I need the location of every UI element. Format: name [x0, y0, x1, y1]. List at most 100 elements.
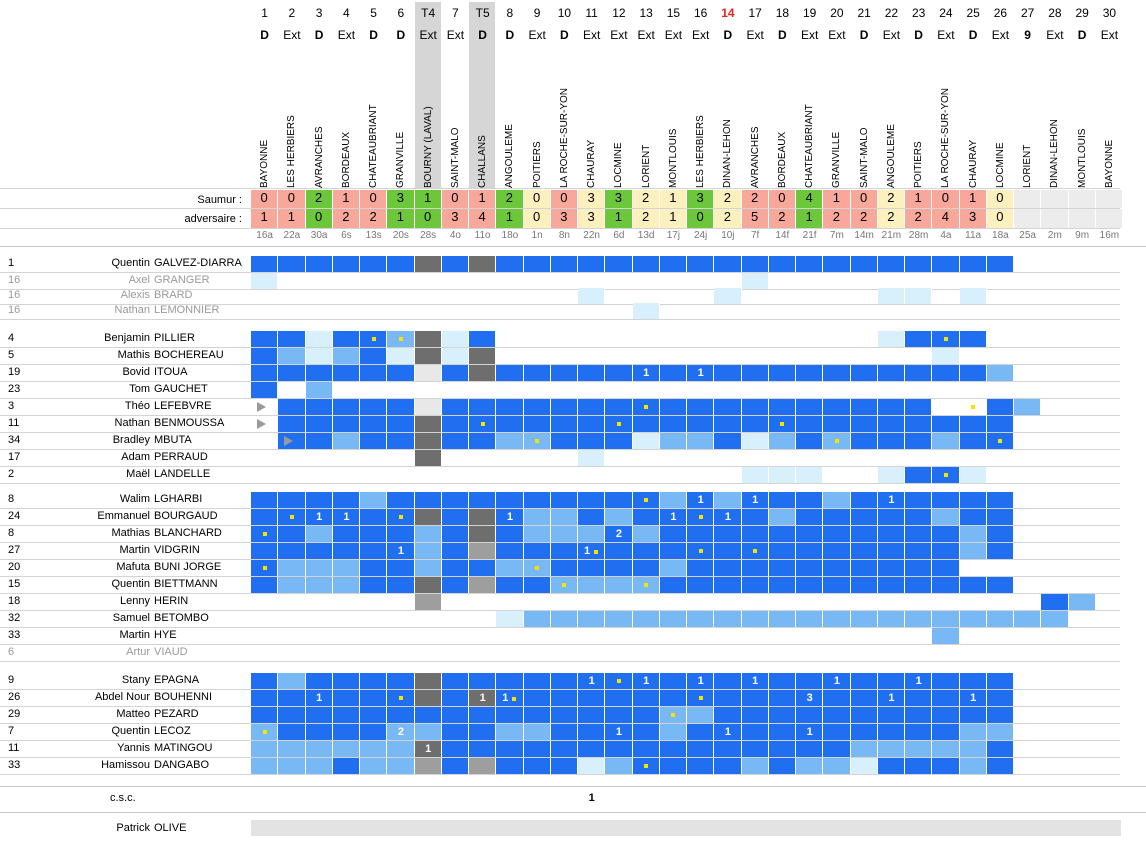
opponent-score: [1014, 209, 1041, 228]
appearance-cell: [796, 467, 824, 483]
appearance-cell: [332, 741, 360, 757]
appearance-cell: [332, 724, 360, 740]
appearance-cell: [796, 399, 824, 415]
appearance-cell: [550, 673, 578, 689]
appearance-cell: [959, 758, 987, 774]
row-divider: [0, 432, 1120, 433]
goal-count: 1: [397, 545, 404, 557]
appearance-cell: [959, 707, 987, 723]
appearance-cell: [905, 673, 933, 689]
appearance-cell: [877, 724, 905, 740]
appearance-cell: [768, 365, 796, 381]
match-venue: Ext: [528, 28, 546, 42]
appearance-cell: [877, 467, 905, 483]
appearance-cell: [714, 543, 742, 559]
appearance-cell: [332, 673, 360, 689]
appearance-cell: [932, 509, 960, 525]
appearance-cell: [305, 365, 333, 381]
appearance-cell: [632, 560, 660, 576]
match-venue: Ext: [283, 28, 301, 42]
appearance-cell: [932, 492, 960, 508]
match-date: 11a: [965, 230, 982, 241]
appearance-cell: [496, 758, 524, 774]
appearance-cell: [387, 741, 415, 757]
appearance-cell: [578, 433, 606, 449]
opponent-name: ANGOULEME: [504, 124, 516, 188]
team-score: 3: [687, 190, 714, 208]
opponent-name: BAYONNE: [1103, 139, 1115, 188]
appearance-cell: [796, 416, 824, 432]
appearance-cell: [332, 433, 360, 449]
appearance-cell: [251, 673, 279, 689]
appearance-cell: [332, 758, 360, 774]
appearance-cell: [741, 690, 769, 706]
appearance-cell: [414, 526, 442, 542]
match-number: 14: [721, 6, 735, 20]
appearance-cell: [823, 416, 851, 432]
player-first-name: Alexis: [120, 289, 150, 301]
appearance-cell: [251, 543, 279, 559]
appearance-cell: [278, 492, 306, 508]
appearance-cell: [550, 690, 578, 706]
appearance-cell: [659, 509, 687, 525]
appearance-cell: [905, 331, 933, 347]
team-score: 1: [414, 190, 441, 208]
team-score: 0: [441, 190, 468, 208]
appearance-cell: [741, 365, 769, 381]
appearance-cell: [687, 577, 715, 593]
player-first-name: Axel: [128, 274, 150, 286]
team-score: 0: [850, 190, 877, 208]
appearance-cell: [578, 492, 606, 508]
row-divider: [0, 449, 1120, 450]
team-score: [1041, 190, 1068, 208]
appearance-cell: [823, 707, 851, 723]
opponent-score: 1: [796, 209, 823, 228]
match-date: 6s: [341, 230, 352, 241]
opponent-name: GRANVILLE: [831, 131, 843, 188]
player-last-name: GAUCHET: [154, 383, 208, 395]
appearance-cell: [796, 577, 824, 593]
appearance-cell: [632, 543, 660, 559]
player-number: 18: [8, 595, 21, 607]
goal-count: 1: [752, 675, 759, 687]
player-last-name: LANDELLE: [154, 468, 211, 480]
appearance-cell: [496, 416, 524, 432]
appearance-cell: [632, 433, 660, 449]
appearance-cell: [986, 741, 1014, 757]
match-number: 8: [506, 6, 514, 20]
team-score: 1: [469, 190, 496, 208]
row-divider: [0, 289, 1120, 290]
match-date: 6d: [613, 230, 625, 241]
appearance-cell: [278, 543, 306, 559]
appearance-cell: [768, 256, 796, 272]
row-divider: [0, 740, 1120, 741]
appearance-cell: [714, 560, 742, 576]
player-number: 17: [8, 451, 21, 463]
yellow-card-icon: [562, 583, 567, 587]
appearance-cell: [278, 741, 306, 757]
appearance-cell: [414, 256, 442, 272]
opponent-name: DINAN-LEHON: [1049, 119, 1061, 188]
appearance-cell: [741, 577, 769, 593]
appearance-cell: [496, 560, 524, 576]
appearance-cell: [796, 492, 824, 508]
appearance-cell: [605, 758, 633, 774]
opponent-score: 2: [905, 209, 932, 228]
match-number: 27: [1020, 6, 1035, 20]
team-score: [1095, 190, 1122, 208]
appearance-cell: [360, 526, 388, 542]
team-score: 0: [251, 190, 278, 208]
yellow-card-icon: [398, 337, 403, 341]
player-first-name: Mathias: [111, 527, 150, 539]
goal-count: 1: [425, 743, 432, 755]
appearance-cell: [823, 724, 851, 740]
appearance-cell: [796, 560, 824, 576]
player-first-name: Quentin: [111, 257, 150, 269]
appearance-cell: [278, 577, 306, 593]
appearance-cell: [414, 724, 442, 740]
appearance-cell: [932, 673, 960, 689]
opponent-score: 3: [441, 209, 468, 228]
appearance-cell: [850, 560, 878, 576]
appearance-cell: [932, 256, 960, 272]
player-first-name: Nathan: [114, 417, 150, 429]
